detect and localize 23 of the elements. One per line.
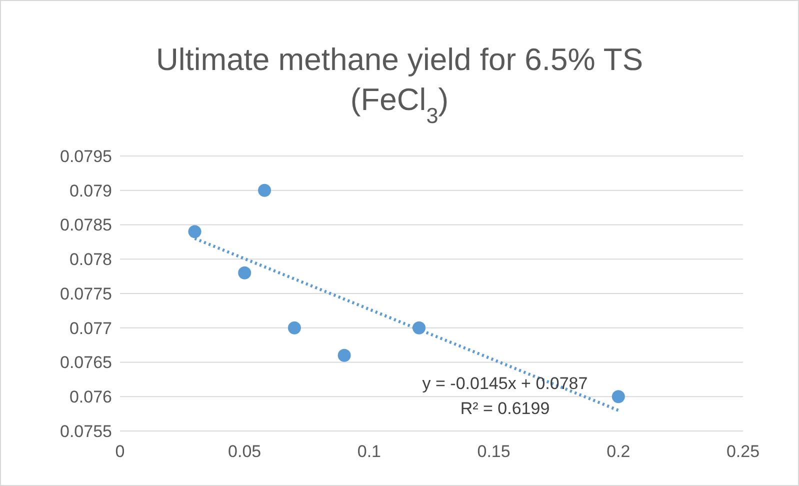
point xyxy=(188,225,202,238)
point xyxy=(238,266,252,280)
x-tick-label: 0.25 xyxy=(726,442,760,461)
x-tick-label: 0.05 xyxy=(228,442,262,461)
y-tick-label: 0.078 xyxy=(69,250,112,270)
y-tick-label: 0.0765 xyxy=(60,353,112,372)
x-tick-label: 0.15 xyxy=(477,442,510,461)
x-tick-label: 0 xyxy=(115,442,125,461)
x-tick-label: 0.1 xyxy=(357,442,382,461)
y-tick-label: 0.076 xyxy=(69,388,112,407)
y-tick-label: 0.0795 xyxy=(60,146,112,166)
annotation: R² = 0.6199 xyxy=(460,399,550,418)
point xyxy=(338,348,351,362)
point xyxy=(612,390,625,404)
chart-title: Ultimate methane yield for 6.5% TS (FeCl$_{3}$) xyxy=(156,42,644,128)
point xyxy=(288,321,301,334)
x-tick-label: 0.2 xyxy=(606,442,630,461)
point xyxy=(258,184,272,197)
y-tick-label: 0.079 xyxy=(69,181,112,200)
y-tick-label: 0.077 xyxy=(69,318,112,338)
y-tick-label: 0.0755 xyxy=(60,422,112,441)
y-tick-label: 0.0785 xyxy=(60,216,112,235)
y-tick-label: 0.0775 xyxy=(60,284,112,304)
